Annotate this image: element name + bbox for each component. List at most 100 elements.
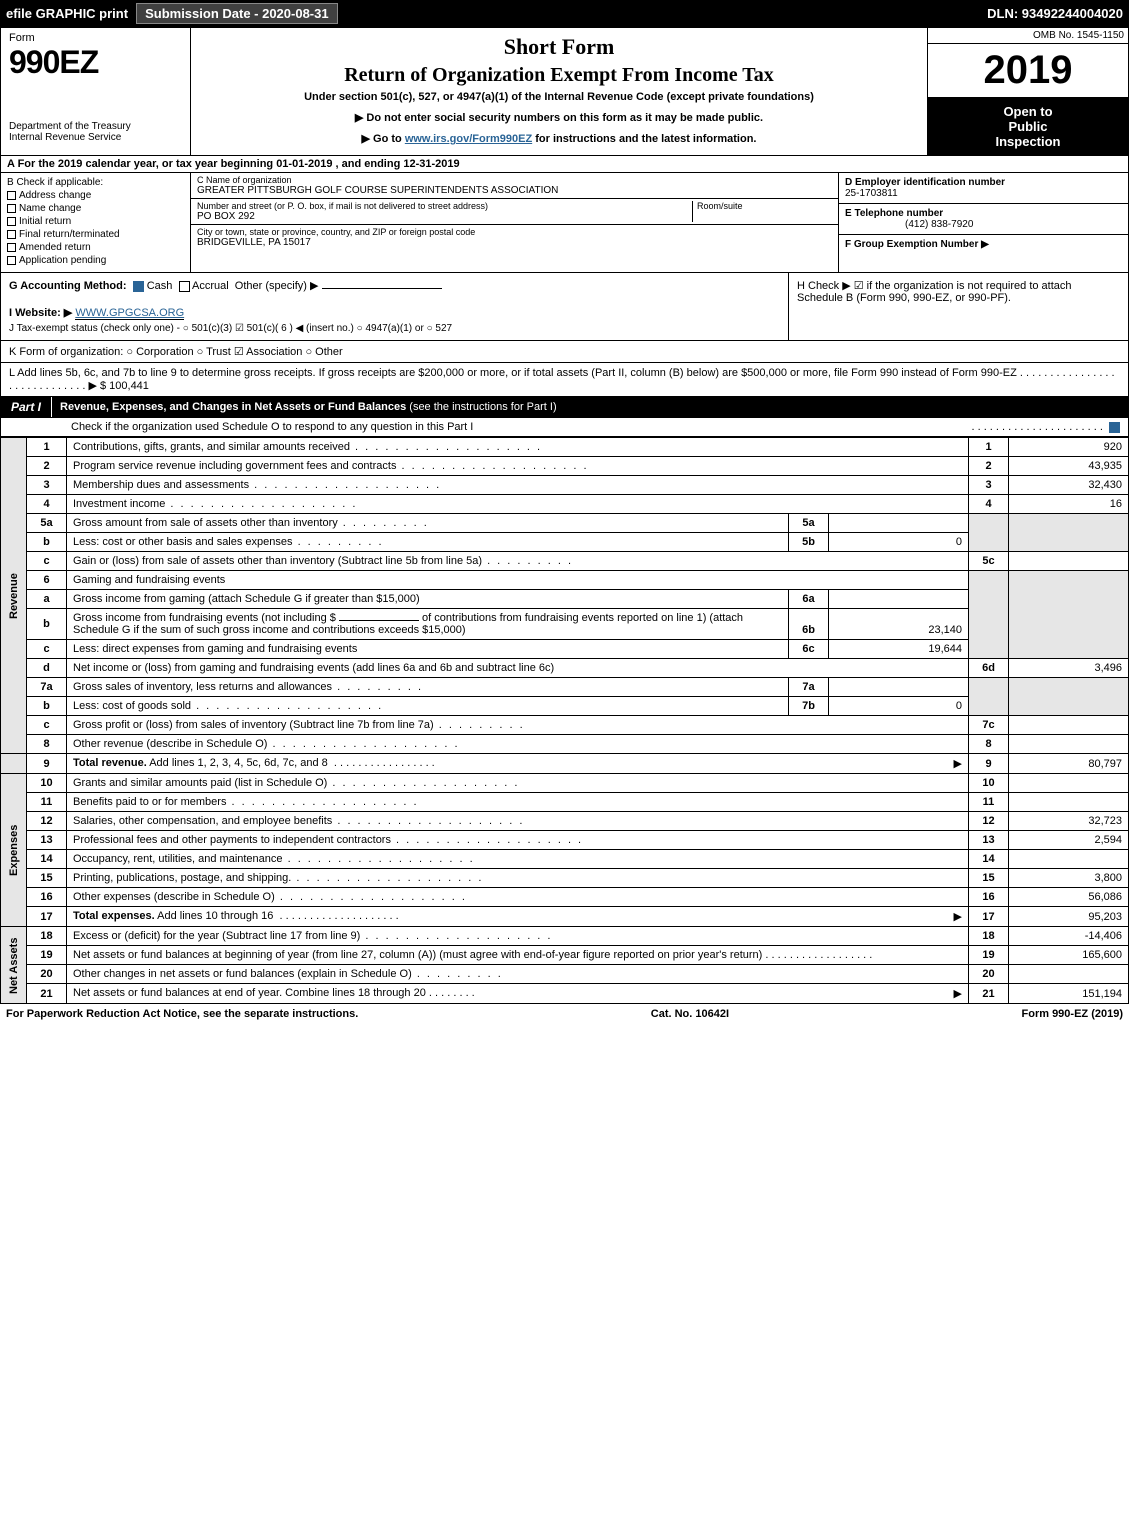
row-l-text: L Add lines 5b, 6c, and 7b to line 9 to … (9, 367, 1115, 392)
line-ref: 14 (969, 850, 1009, 869)
website-link[interactable]: WWW.GPGCSA.ORG (75, 307, 184, 320)
line-desc: Occupancy, rent, utilities, and maintena… (73, 853, 475, 865)
inspection-line2: Public (932, 119, 1124, 134)
submission-date: Submission Date - 2020-08-31 (136, 3, 338, 24)
line-num: 18 (27, 927, 67, 946)
tax-year: 2019 (928, 44, 1128, 98)
row-h: H Check ▶ ☑ if the organization is not r… (788, 273, 1128, 340)
line-desc: Membership dues and assessments (73, 479, 441, 491)
line-desc: Program service revenue including govern… (73, 460, 589, 472)
line-value (1009, 735, 1129, 754)
line-9-bold: Total revenue. (73, 757, 147, 769)
sub-value: 0 (829, 697, 969, 716)
checkbox-address-change[interactable] (7, 191, 16, 200)
checkbox-application-pending[interactable] (7, 256, 16, 265)
footer-center: Cat. No. 10642I (651, 1008, 729, 1020)
checkbox-name-change[interactable] (7, 204, 16, 213)
org-name: GREATER PITTSBURGH GOLF COURSE SUPERINTE… (197, 185, 832, 196)
line-num: 9 (27, 754, 67, 774)
box-c-addr-label: Number and street (or P. O. box, if mail… (197, 201, 692, 211)
line-num: 15 (27, 869, 67, 888)
line-desc: Salaries, other compensation, and employ… (73, 815, 524, 827)
box-e-label: E Telephone number (845, 208, 943, 219)
dln-label: DLN: 93492244004020 (987, 6, 1123, 21)
line-desc: Gross sales of inventory, less returns a… (73, 681, 423, 693)
row-gh: G Accounting Method: Cash Accrual Other … (0, 273, 1129, 341)
line-num: b (27, 609, 67, 640)
line-17-bold: Total expenses. (73, 910, 155, 922)
line-6b-blank[interactable] (339, 620, 419, 621)
line-desc: Other changes in net assets or fund bala… (73, 968, 503, 980)
line-num: 11 (27, 793, 67, 812)
sub-ref: 5b (789, 533, 829, 552)
inspection-line3: Inspection (932, 134, 1124, 149)
line-value: 32,723 (1009, 812, 1129, 831)
checkbox-cash[interactable] (133, 281, 144, 292)
box-d-label: D Employer identification number (845, 177, 1005, 188)
line-num: 1 (27, 438, 67, 457)
line-ref: 11 (969, 793, 1009, 812)
irs-link[interactable]: www.irs.gov/Form990EZ (405, 133, 532, 145)
line-desc: Gross profit or (loss) from sales of inv… (73, 719, 525, 731)
opt-amended-return: Amended return (19, 242, 91, 253)
part1-check-o-text: Check if the organization used Schedule … (71, 421, 473, 433)
line-ref: 6d (969, 659, 1009, 678)
sub-value (829, 514, 969, 533)
subtitle: Under section 501(c), 527, or 4947(a)(1)… (199, 91, 919, 103)
line-desc: Gaming and fundraising events (67, 571, 969, 590)
shaded-cell (969, 571, 1009, 659)
line-value: 16 (1009, 495, 1129, 514)
line-value: 43,935 (1009, 457, 1129, 476)
line-value: 3,496 (1009, 659, 1129, 678)
other-specify-input[interactable] (322, 288, 442, 289)
line-value: 151,194 (1009, 984, 1129, 1004)
note-ssn: ▶ Do not enter social security numbers o… (199, 111, 919, 124)
title-short-form: Short Form (199, 34, 919, 60)
org-address: PO BOX 292 (197, 211, 692, 222)
line-ref: 17 (969, 907, 1009, 927)
sub-value (829, 590, 969, 609)
line-ref: 21 (969, 984, 1009, 1004)
sub-ref: 6c (789, 640, 829, 659)
checkbox-initial-return[interactable] (7, 217, 16, 226)
line-ref: 18 (969, 927, 1009, 946)
top-bar: efile GRAPHIC print Submission Date - 20… (0, 0, 1129, 27)
checkbox-final-return[interactable] (7, 230, 16, 239)
part1-title-bold: Revenue, Expenses, and Changes in Net As… (60, 401, 406, 413)
line-ref: 2 (969, 457, 1009, 476)
opt-name-change: Name change (19, 203, 81, 214)
checkbox-schedule-o[interactable] (1109, 422, 1120, 433)
line-ref: 4 (969, 495, 1009, 514)
line-num: 5a (27, 514, 67, 533)
sub-value: 0 (829, 533, 969, 552)
line-desc: Printing, publications, postage, and shi… (73, 872, 483, 884)
line-ref: 8 (969, 735, 1009, 754)
line-value (1009, 774, 1129, 793)
info-block: B Check if applicable: Address change Na… (0, 173, 1129, 273)
line-num: 2 (27, 457, 67, 476)
sub-ref: 5a (789, 514, 829, 533)
note-website: ▶ Go to www.irs.gov/Form990EZ for instru… (199, 132, 919, 145)
line-num: 6 (27, 571, 67, 590)
line-ref: 9 (969, 754, 1009, 774)
checkbox-amended-return[interactable] (7, 243, 16, 252)
box-c-label: C Name of organization (197, 175, 832, 185)
part1-title-rest: (see the instructions for Part I) (406, 401, 556, 413)
line-value: 80,797 (1009, 754, 1129, 774)
line-ref: 15 (969, 869, 1009, 888)
opt-address-change: Address change (19, 190, 91, 201)
form-header: Form 990EZ Department of the Treasury In… (0, 27, 1129, 156)
part1-header: Part I Revenue, Expenses, and Changes in… (0, 397, 1129, 418)
line-num: d (27, 659, 67, 678)
line-num: 21 (27, 984, 67, 1004)
box-b-label: B Check if applicable: (7, 177, 184, 188)
efile-label: efile GRAPHIC print (6, 6, 128, 21)
line-desc: Less: cost or other basis and sales expe… (73, 536, 384, 548)
box-f-label: F Group Exemption Number ▶ (845, 239, 989, 250)
section-net-assets: Net Assets (1, 927, 27, 1004)
line-6b-desc1: Gross income from fundraising events (no… (73, 612, 336, 624)
ein-value: 25-1703811 (845, 188, 898, 199)
row-l-value: 100,441 (109, 380, 149, 392)
checkbox-accrual[interactable] (179, 281, 190, 292)
row-g-label: G Accounting Method: (9, 280, 127, 292)
